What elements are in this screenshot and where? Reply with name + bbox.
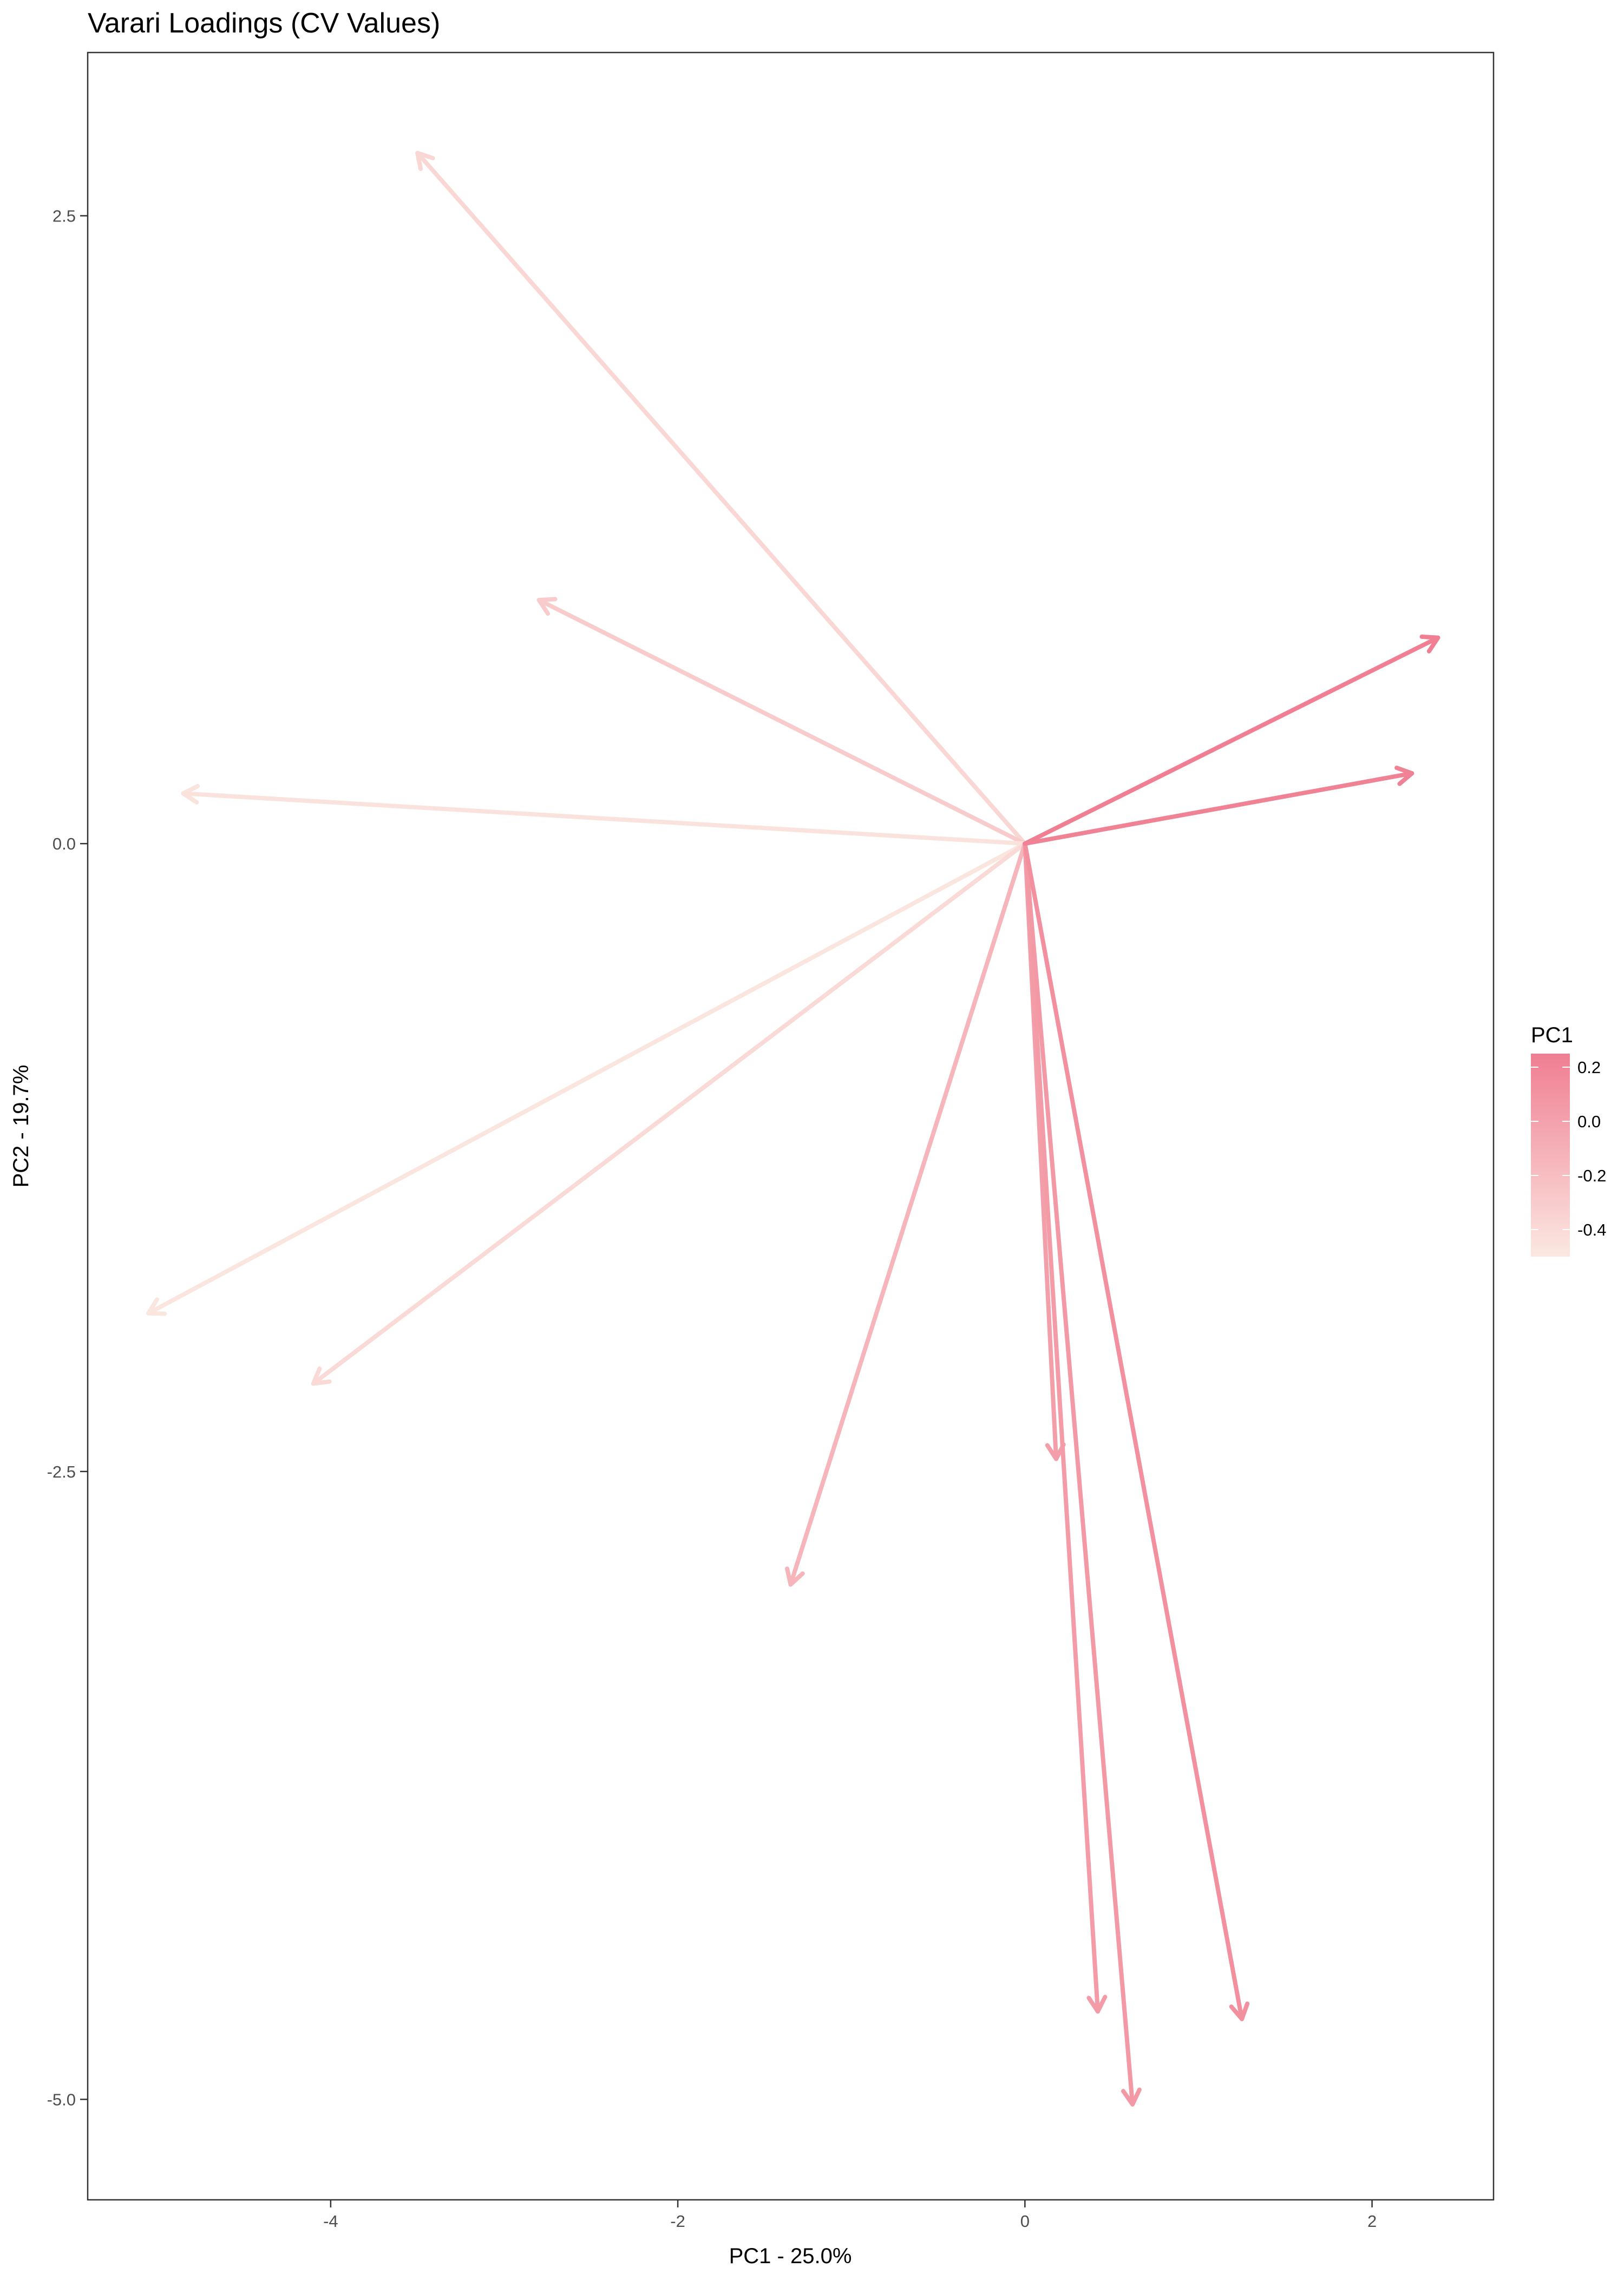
loading-vector-arrowhead [536, 597, 558, 616]
loading-vector-line [788, 841, 1027, 1587]
plot-panel [87, 51, 1495, 2201]
chart-title: Varari Loadings (CV Values) [88, 8, 440, 39]
loading-vector-arrowhead [415, 151, 435, 171]
loading-vector-arrowhead [1394, 766, 1415, 786]
x-tick-label: 0 [1020, 2212, 1030, 2231]
loading-vector-line [415, 151, 1027, 846]
loading-vector-arrowhead [1086, 1995, 1108, 2014]
loading-vector-line [1023, 841, 1245, 2022]
color-legend: PC1 0.2 0.0 -0.2 -0.4 [1531, 1023, 1606, 1257]
y-tick-label: 0.0 [53, 834, 76, 853]
loading-vector-line [1023, 635, 1440, 846]
x-axis-label: PC1 - 25.0% [729, 2244, 852, 2268]
y-axis-ticks: 2.5 0.0 -2.5 -5.0 [47, 207, 88, 2109]
vector-layer [146, 151, 1440, 2107]
y-tick-label: -5.0 [47, 2090, 76, 2109]
loading-vector-line [1023, 841, 1100, 2014]
x-tick-label: -4 [323, 2212, 338, 2231]
loading-vector [181, 783, 1027, 846]
loading-vector [1023, 841, 1250, 2022]
loading-vector-line [1023, 841, 1135, 2107]
loading-vector-arrowhead [146, 1297, 167, 1316]
loading-vector [311, 841, 1027, 1386]
loading-vector-line [1023, 771, 1415, 846]
loading-vector-line [181, 791, 1027, 846]
loading-vector [1023, 766, 1415, 846]
x-axis-ticks: -4 -2 0 2 [323, 2200, 1377, 2231]
loading-vector-line [146, 841, 1027, 1316]
y-axis-label: PC2 - 19.7% [9, 1065, 33, 1188]
y-tick-label: -2.5 [47, 1462, 76, 1481]
loading-vector [415, 151, 1027, 846]
loading-vector-line [311, 841, 1027, 1386]
loading-vector-arrowhead [311, 1366, 332, 1386]
loading-vector [1023, 841, 1108, 2014]
loading-vector-arrowhead [1121, 2087, 1142, 2107]
legend-tick-label: 0.0 [1577, 1112, 1601, 1131]
loading-vector-line [536, 598, 1027, 846]
loading-vector [146, 841, 1027, 1316]
legend-tick-label: -0.2 [1577, 1166, 1606, 1185]
y-tick-label: 2.5 [53, 207, 76, 226]
loading-vector [785, 841, 1027, 1587]
x-tick-label: 2 [1367, 2212, 1377, 2231]
legend-title: PC1 [1531, 1023, 1573, 1047]
legend-colorbar [1531, 1054, 1570, 1257]
loading-vector [536, 597, 1027, 846]
legend-tick-label: -0.4 [1577, 1220, 1606, 1239]
loading-vector-arrowhead [1229, 2001, 1250, 2022]
x-tick-label: -2 [670, 2212, 685, 2231]
legend-ticks: 0.2 0.0 -0.2 -0.4 [1531, 1058, 1606, 1239]
loading-vector [1023, 634, 1440, 846]
loading-vector [1023, 841, 1142, 2107]
legend-tick-label: 0.2 [1577, 1058, 1601, 1077]
loading-vector-arrowhead [181, 783, 200, 805]
loading-vector-arrowhead [785, 1566, 805, 1587]
loading-vector-arrowhead [1419, 634, 1440, 654]
